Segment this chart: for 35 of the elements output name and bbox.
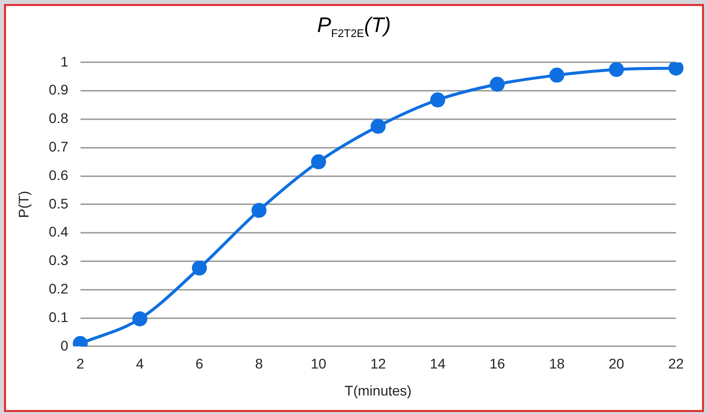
x-tick-label: 12 [370,356,386,372]
point [549,68,564,83]
point [370,118,386,134]
x-tick-label: 8 [255,356,264,372]
y-tick-label: 0.3 [48,252,68,268]
y-tick-label: 0.7 [48,138,68,154]
point [490,76,505,92]
x-tick-label: 4 [136,356,144,372]
point [430,92,446,108]
x-axis-title: T(minutes) [344,382,412,398]
x-tick-label: 10 [310,356,327,372]
point [192,260,207,276]
y-tick-label: 0 [60,337,68,354]
point [608,62,624,77]
point [668,62,684,76]
y-tick-label: 0.5 [48,195,68,212]
y-tick-label: 1 [60,53,68,70]
x-tick-label: 14 [430,356,446,372]
y-tick-label: 0.1 [48,308,68,325]
y-tick-label: 0.2 [48,280,68,296]
x-tick-label: 18 [549,356,565,372]
y-tick-label: 0.9 [48,82,68,98]
y-tick-label: 0.8 [48,110,68,126]
x-tick-label: 2 [76,356,84,372]
y-axis-title: P(T) [15,190,32,218]
x-tick-label: 6 [196,356,204,372]
chart-title: P$_{F2T2E}$(T) [316,14,392,40]
x-tick-label: 20 [608,356,624,372]
y-tick-label: 0.4 [48,224,68,240]
point [132,311,148,326]
point [251,202,266,218]
point [311,154,326,170]
x-tick-label: 16 [489,356,506,372]
y-tick-label: 0.6 [48,166,68,183]
x-tick-label: 22 [668,356,684,372]
